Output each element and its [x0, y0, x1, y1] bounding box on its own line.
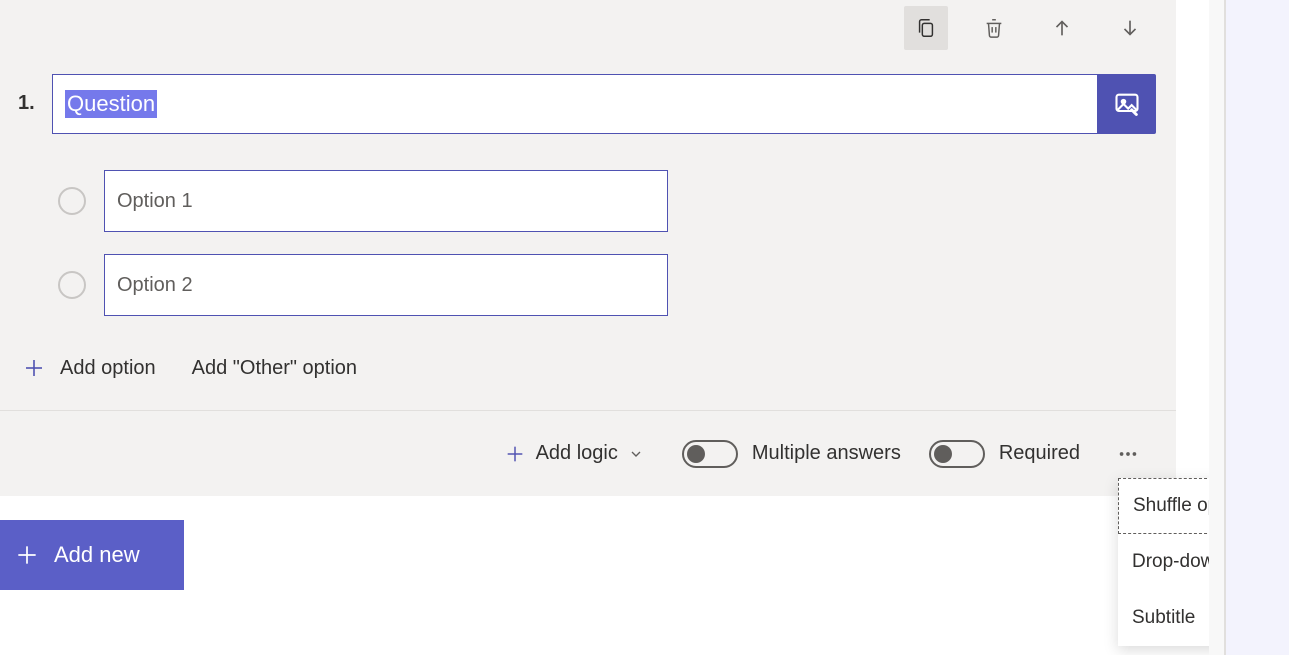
- required-control: Required: [929, 440, 1080, 468]
- scrollbar-track[interactable]: [1209, 0, 1224, 655]
- chevron-down-icon: [628, 446, 644, 462]
- required-label: Required: [999, 442, 1080, 465]
- plus-icon: [504, 443, 526, 465]
- option-row: Option 2: [58, 254, 1176, 316]
- more-options-button[interactable]: [1108, 434, 1148, 474]
- add-new-button[interactable]: Add new: [0, 520, 184, 590]
- copy-button[interactable]: [904, 6, 948, 50]
- option-label: Option 2: [117, 274, 193, 297]
- option-row: Option 1: [58, 170, 1176, 232]
- add-logic-button[interactable]: Add logic: [504, 442, 644, 465]
- plus-icon: [14, 542, 40, 568]
- multiple-answers-label: Multiple answers: [752, 442, 901, 465]
- question-input[interactable]: Question: [52, 74, 1098, 134]
- trash-icon: [983, 17, 1005, 39]
- copy-icon: [915, 17, 937, 39]
- delete-button[interactable]: [972, 6, 1016, 50]
- right-panel-strip: [1224, 0, 1289, 655]
- option-label: Option 1: [117, 190, 193, 213]
- question-footer: Add logic Multiple answers Required: [0, 410, 1176, 496]
- question-row: 1. Question: [0, 48, 1176, 134]
- plus-icon: [22, 356, 46, 380]
- add-option-row: Add option Add "Other" option: [0, 338, 1176, 410]
- image-icon: [1113, 90, 1141, 118]
- arrow-down-icon: [1119, 17, 1141, 39]
- add-logic-label: Add logic: [536, 442, 618, 465]
- option-input[interactable]: Option 2: [104, 254, 668, 316]
- options-area: Option 1 Option 2: [0, 134, 1176, 316]
- arrow-up-icon: [1051, 17, 1073, 39]
- radio-icon: [58, 271, 86, 299]
- move-down-button[interactable]: [1108, 6, 1152, 50]
- question-text: Question: [65, 90, 157, 118]
- radio-icon: [58, 187, 86, 215]
- option-input[interactable]: Option 1: [104, 170, 668, 232]
- add-new-label: Add new: [54, 542, 140, 568]
- required-toggle[interactable]: [929, 440, 985, 468]
- move-up-button[interactable]: [1040, 6, 1084, 50]
- menu-item-label: Subtitle: [1132, 607, 1195, 629]
- insert-media-button[interactable]: [1098, 74, 1156, 134]
- multiple-answers-control: Multiple answers: [682, 440, 901, 468]
- question-number: 1.: [18, 92, 52, 115]
- question-input-wrap: Question: [52, 74, 1156, 134]
- question-toolbar: [0, 0, 1176, 48]
- more-horizontal-icon: [1117, 443, 1139, 465]
- multiple-answers-toggle[interactable]: [682, 440, 738, 468]
- add-option-button[interactable]: Add option: [60, 357, 156, 380]
- question-card: 1. Question Option 1: [0, 0, 1176, 496]
- add-other-button[interactable]: Add "Other" option: [192, 357, 357, 380]
